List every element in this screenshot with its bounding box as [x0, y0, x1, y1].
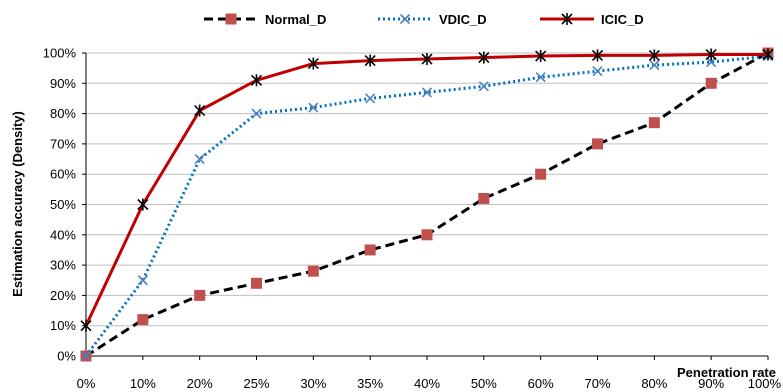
data-point: [478, 192, 490, 204]
data-point: [80, 319, 92, 332]
data-point: [535, 50, 547, 63]
data-point: [137, 198, 149, 211]
legend: Normal_D VDIC_D ICIC_D: [204, 12, 644, 27]
data-point: [80, 350, 92, 362]
series-layer: [80, 47, 774, 362]
x-tick-label: 35%: [357, 376, 383, 391]
gridlines: [86, 52, 768, 327]
data-point: [421, 87, 433, 98]
data-point: [706, 57, 717, 68]
legend-marker: [399, 13, 411, 25]
data-point: [592, 138, 603, 150]
x-tick-label: 70%: [584, 376, 610, 391]
y-tick-label: 90%: [50, 76, 76, 91]
y-tick-label: 30%: [50, 258, 76, 273]
data-point: [194, 289, 206, 301]
data-point: [421, 229, 433, 241]
x-tick-label: 20%: [187, 376, 213, 391]
x-tick-label: 90%: [698, 376, 724, 391]
data-point: [137, 314, 149, 326]
x-axis-ticks: 0% 10% 20% 25% 30% 35% 40% 50% 60% 70% 80% 90% 100%: [77, 356, 782, 391]
y-tick-label: 70%: [50, 136, 76, 151]
data-point: [250, 74, 263, 87]
x-axis-title: Penetration rate: [677, 365, 776, 380]
y-tick-label: 50%: [50, 197, 76, 212]
axes: [85, 53, 768, 357]
y-axis-ticks: 0% 10% 20% 30% 40% 50% 60% 70% 80% 90% 100%: [43, 46, 86, 364]
data-point: [478, 51, 490, 64]
data-point: [762, 48, 774, 61]
legend-item: Normal_D: [204, 12, 326, 27]
legend-label: ICIC_D: [601, 12, 644, 27]
data-point: [137, 275, 148, 286]
y-tick-label: 80%: [50, 106, 76, 121]
data-point: [194, 153, 205, 165]
data-point: [365, 93, 376, 104]
data-point: [649, 60, 660, 71]
x-tick-label: 50%: [471, 376, 497, 391]
x-tick-label: 40%: [414, 376, 440, 391]
data-point: [308, 102, 319, 113]
data-point: [307, 57, 319, 70]
data-point: [251, 277, 262, 289]
x-tick-label: 80%: [641, 376, 667, 391]
series-line-icic-d: [84, 53, 768, 327]
y-tick-label: 20%: [50, 288, 76, 303]
x-tick-label: 10%: [130, 376, 156, 391]
series-vdic-d: [80, 50, 774, 362]
legend-label: VDIC_D: [439, 12, 487, 27]
data-point: [251, 108, 262, 119]
series-line-vdic-d: [84, 54, 769, 357]
y-tick-label: 60%: [50, 167, 76, 182]
series-icic-d: [80, 48, 774, 332]
y-tick-label: 10%: [50, 318, 76, 333]
x-tick-label: 25%: [243, 376, 269, 391]
y-tick-label: 0%: [57, 349, 76, 364]
legend-item: VDIC_D: [378, 12, 487, 27]
x-tick-label: 0%: [77, 376, 96, 391]
data-point: [307, 265, 319, 277]
data-point: [535, 72, 546, 83]
data-point: [535, 168, 547, 180]
y-tick-label: 40%: [50, 227, 76, 242]
legend-marker: [225, 13, 237, 25]
data-point: [591, 49, 604, 62]
data-point: [478, 81, 489, 92]
data-point: [421, 53, 433, 66]
legend-label: Normal_D: [265, 12, 326, 27]
legend-item: ICIC_D: [540, 12, 644, 27]
data-point: [364, 54, 376, 67]
x-tick-label: 100%: [748, 376, 782, 391]
y-axis-title: Estimation accuracy (Density): [10, 111, 25, 297]
data-point: [648, 117, 660, 129]
legend-marker: [561, 13, 573, 25]
y-tick-label: 100%: [43, 46, 77, 61]
data-point: [705, 77, 717, 89]
data-point: [194, 104, 206, 117]
data-point: [705, 48, 717, 61]
x-tick-label: 60%: [528, 376, 554, 391]
data-point: [592, 66, 603, 77]
data-point: [364, 244, 376, 256]
data-point: [648, 49, 660, 62]
x-tick-label: 30%: [300, 376, 326, 391]
